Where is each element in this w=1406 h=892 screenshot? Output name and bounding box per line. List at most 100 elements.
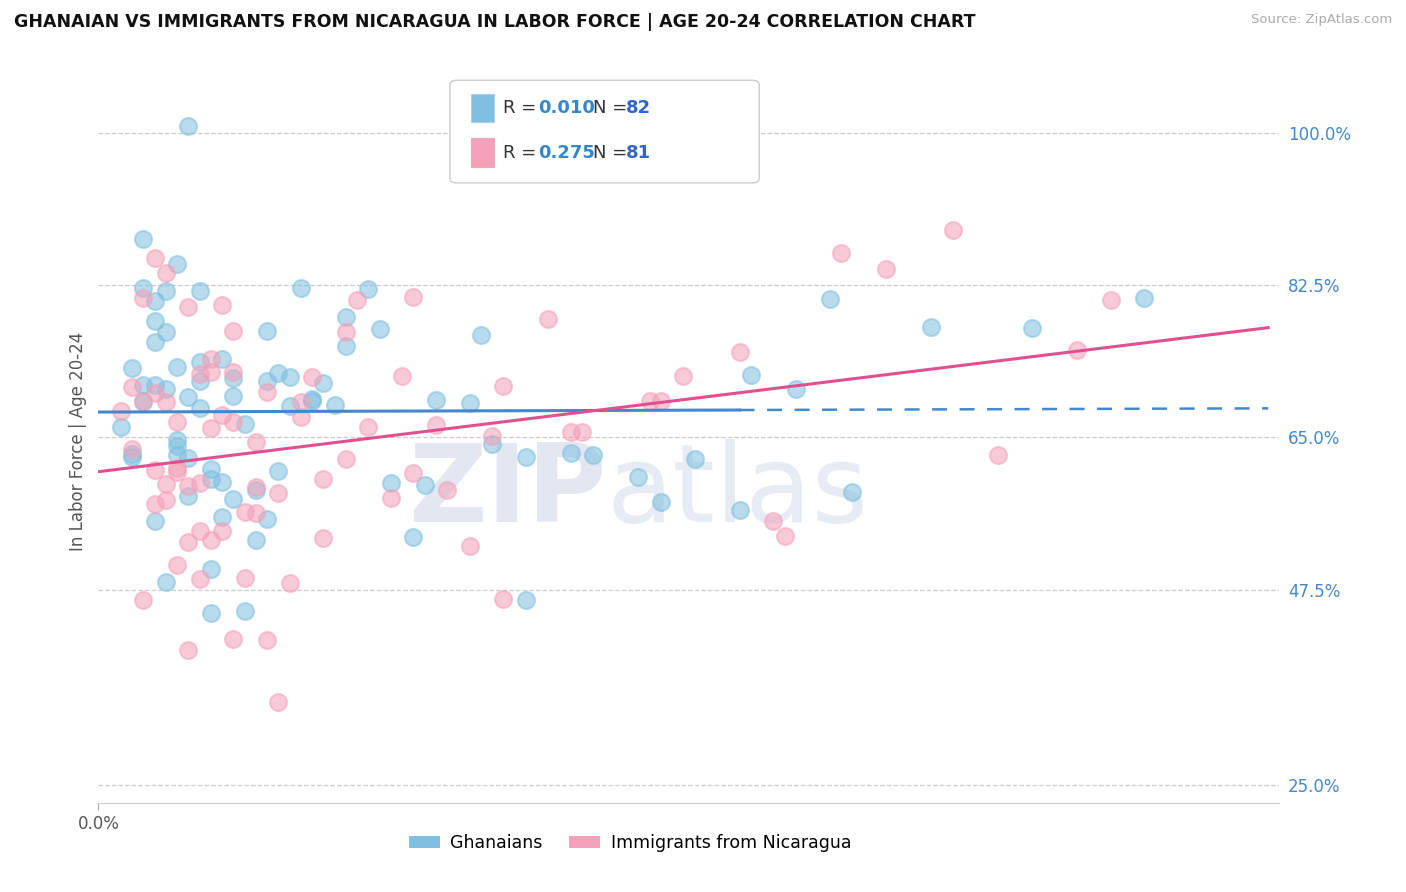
Point [155,382,177,396]
Point [818,293,841,307]
Point [155,574,177,589]
Point [222,416,245,430]
Point [290,410,312,425]
Point [166,256,188,270]
Text: N =: N = [593,99,633,117]
Text: atlas: atlas [606,439,869,545]
Point [458,539,481,553]
Point [143,314,166,328]
Point [335,339,357,353]
Point [188,355,211,369]
Text: 0.010: 0.010 [538,99,595,117]
Point [380,491,402,506]
Point [830,245,852,260]
Point [166,558,188,572]
Point [942,223,965,237]
Point [166,434,188,448]
Point [312,531,335,545]
Point [301,393,323,408]
Text: 81: 81 [626,144,651,161]
Point [211,475,233,489]
Point [188,524,211,538]
Point [222,389,245,403]
Point [200,462,222,476]
Point [177,390,200,404]
Point [672,368,695,383]
Point [256,374,278,388]
Point [143,251,166,265]
Point [290,281,312,295]
Point [728,344,751,359]
Point [188,367,211,381]
Point [458,396,481,410]
Point [121,450,143,465]
Point [143,293,166,308]
Point [155,266,177,280]
Point [132,377,155,392]
Point [267,464,290,478]
Point [177,642,200,657]
Point [875,261,897,276]
Point [380,475,402,490]
Point [188,476,211,491]
Point [143,335,166,350]
Point [560,425,582,440]
Point [188,375,211,389]
Text: 82: 82 [626,99,651,117]
Point [537,311,560,326]
Point [425,417,447,432]
Point [166,465,188,479]
Point [132,291,155,305]
Point [256,384,278,399]
Text: R =: R = [503,99,543,117]
Point [1066,343,1088,357]
Point [132,592,155,607]
Point [245,435,267,450]
Point [233,571,256,585]
Point [132,394,155,409]
Point [571,425,593,439]
Point [267,695,290,709]
Point [155,284,177,298]
Point [346,293,368,308]
Point [481,428,503,442]
Point [402,290,425,304]
Point [200,472,222,486]
Point [200,606,222,620]
Text: Source: ZipAtlas.com: Source: ZipAtlas.com [1251,13,1392,27]
Point [413,478,436,492]
Point [470,328,492,343]
Point [582,448,605,462]
Point [1021,320,1043,334]
Point [920,320,942,334]
Point [1133,291,1156,305]
Text: N =: N = [593,144,633,161]
Point [245,533,267,547]
Point [267,485,290,500]
Point [515,592,537,607]
Point [222,632,245,647]
Point [402,466,425,480]
Point [143,463,166,477]
Point [233,604,256,618]
Point [121,447,143,461]
Point [155,492,177,507]
Point [278,369,301,384]
Point [357,420,380,434]
Point [256,324,278,338]
Point [143,514,166,528]
Point [391,369,413,384]
Point [1099,293,1122,307]
Point [188,284,211,298]
Point [177,300,200,314]
Point [841,485,863,500]
Point [492,379,515,393]
Point [323,399,346,413]
Text: GHANAIAN VS IMMIGRANTS FROM NICARAGUA IN LABOR FORCE | AGE 20-24 CORRELATION CHA: GHANAIAN VS IMMIGRANTS FROM NICARAGUA IN… [14,13,976,31]
Text: 0.275: 0.275 [538,144,595,161]
Point [177,120,200,134]
Point [155,395,177,409]
Point [121,360,143,375]
Point [481,437,503,451]
Point [436,483,458,497]
